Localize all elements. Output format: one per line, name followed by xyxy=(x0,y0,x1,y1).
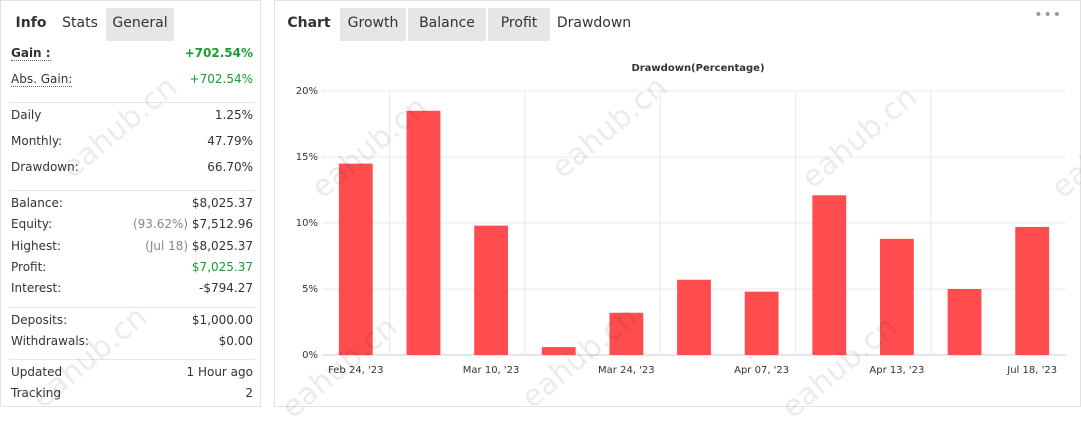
bar xyxy=(812,195,847,355)
bar xyxy=(744,291,779,355)
stat-number: +702.54% xyxy=(184,46,253,60)
tab[interactable]: Stats xyxy=(54,8,106,41)
stat-value: 2 xyxy=(245,386,253,400)
chart: Drawdown(Percentage) 0% 5% 10% 15% 20% Feb 24,… xyxy=(296,63,1066,376)
stat-label: Equity: xyxy=(11,217,53,232)
stat-label: Monthly: xyxy=(11,134,63,148)
tab[interactable]: General xyxy=(106,8,174,41)
y-tick-label: 20% xyxy=(296,86,318,97)
bar xyxy=(541,347,576,355)
x-tick-label: Jul 18, '23 xyxy=(1006,365,1057,376)
stat-label: Updated xyxy=(11,365,63,380)
stat-label: Balance: xyxy=(11,196,63,210)
stat-row: Gain : +702.54% xyxy=(11,46,253,64)
stat-value: +702.54% xyxy=(185,46,253,60)
stat-label: Profit: xyxy=(11,259,47,274)
x-tick-label: Mar 24, '23 xyxy=(598,365,655,376)
stat-number: 66.70% xyxy=(207,160,253,174)
divider xyxy=(9,306,255,308)
stat-note: (93.62%) xyxy=(132,217,189,232)
stat-row: Deposits: $1,000.00 xyxy=(11,313,253,331)
bar xyxy=(609,312,644,355)
chart-title: Drawdown(Percentage) xyxy=(631,63,764,74)
stat-value: 47.79% xyxy=(207,134,253,148)
tab[interactable]: Info xyxy=(8,8,54,41)
stat-row: Abs. Gain: +702.54% xyxy=(11,72,253,90)
stat-row: Equity: (93.62%) $7,512.96 xyxy=(11,217,253,235)
stat-value: $0.00 xyxy=(219,334,253,348)
stat-value: (Jul 18) $8,025.37 xyxy=(145,239,253,253)
stat-row: Highest: (Jul 18) $8,025.37 xyxy=(11,239,253,257)
stat-number: 2 xyxy=(245,386,253,401)
y-tick-label: 10% xyxy=(296,218,318,229)
stat-number: $0.00 xyxy=(218,333,253,348)
stat-label: Tracking xyxy=(11,386,61,401)
stat-number: 1.25% xyxy=(214,108,253,122)
stat-number: $7,025.37 xyxy=(191,259,253,274)
stat-number: 1 Hour ago xyxy=(186,365,253,380)
x-tick-label: Apr 07, '23 xyxy=(734,365,789,376)
stat-value: $8,025.37 xyxy=(192,196,253,210)
divider xyxy=(9,190,255,191)
y-tick-label: 0% xyxy=(302,350,318,361)
stat-number: $1,000.00 xyxy=(191,312,253,327)
stat-row: Monthly: 47.79% xyxy=(11,134,253,152)
stat-label: Withdrawals: xyxy=(11,333,89,348)
x-tick-label: Feb 24, '23 xyxy=(328,365,383,376)
bar xyxy=(1015,226,1050,355)
tab[interactable]: Chart xyxy=(280,8,338,41)
stat-number: $8,025.37 xyxy=(191,196,253,210)
stat-label: Drawdown: xyxy=(11,160,79,174)
stat-value: 1.25% xyxy=(215,108,253,122)
bar xyxy=(677,279,711,355)
stat-value: $7,025.37 xyxy=(192,260,253,274)
stat-label: Highest: xyxy=(11,238,61,253)
divider xyxy=(9,102,255,103)
stat-row: Drawdown: 66.70% xyxy=(11,160,253,178)
stat-note: (Jul 18) xyxy=(145,238,189,253)
tab[interactable]: Balance xyxy=(408,8,486,41)
stat-label: Abs. Gain: xyxy=(11,72,73,87)
stat-row: Profit: $7,025.37 xyxy=(11,260,253,278)
stat-number: +702.54% xyxy=(189,72,253,86)
stat-value: $1,000.00 xyxy=(192,313,253,327)
x-tick-label: Apr 13, '23 xyxy=(869,365,924,376)
stat-number: $7,512.96 xyxy=(191,217,253,232)
divider xyxy=(9,359,255,361)
stat-row: Balance: $8,025.37 xyxy=(11,196,253,214)
tab[interactable]: Drawdown xyxy=(552,8,636,41)
stat-label: Interest: xyxy=(11,281,62,296)
bar xyxy=(947,289,982,355)
bar xyxy=(474,225,508,355)
stat-value: (93.62%) $7,512.96 xyxy=(133,217,253,231)
bar xyxy=(338,163,373,355)
stat-label: Gain : xyxy=(11,46,51,61)
stat-row: Withdrawals: $0.00 xyxy=(11,334,253,352)
tab[interactable]: Growth xyxy=(340,8,406,41)
y-tick-label: 15% xyxy=(296,152,318,163)
stat-number: 47.79% xyxy=(207,134,253,148)
stat-label: Deposits: xyxy=(11,312,68,327)
stat-number: -$794.27 xyxy=(199,281,253,296)
stat-value: -$794.27 xyxy=(199,281,253,295)
y-tick-label: 5% xyxy=(302,284,318,295)
stat-row: Interest: -$794.27 xyxy=(11,281,253,299)
tab[interactable]: Profit xyxy=(488,8,550,41)
x-tick-label: Mar 10, '23 xyxy=(463,365,520,376)
bar xyxy=(406,110,441,355)
stat-value: 66.70% xyxy=(207,160,253,174)
stat-value: 1 Hour ago xyxy=(187,365,253,379)
stat-row: Tracking 2 xyxy=(11,386,253,404)
bar xyxy=(880,238,914,355)
stat-label: Daily xyxy=(11,108,42,122)
stat-row: Daily 1.25% xyxy=(11,108,253,126)
stat-value: +702.54% xyxy=(190,72,253,86)
stat-row: Updated 1 Hour ago xyxy=(11,365,253,383)
menu-icon[interactable]: ••• xyxy=(1034,7,1062,23)
stat-number: $8,025.37 xyxy=(191,238,253,253)
stats-panel: Info Stats General Gain : +702.54% Abs. Gain:… xyxy=(0,0,261,407)
